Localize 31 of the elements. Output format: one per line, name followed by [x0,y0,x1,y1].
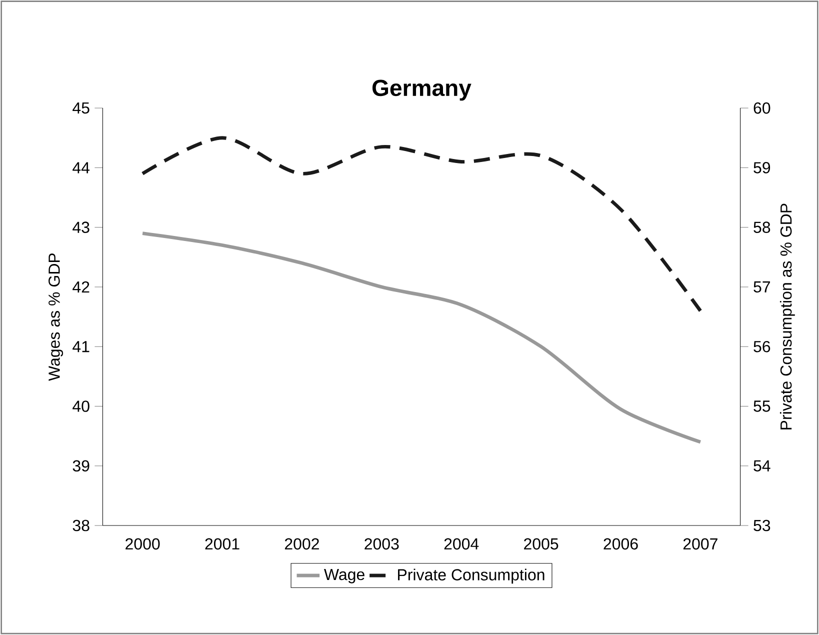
y-axis-title: Wages as % GDP [48,254,64,381]
line-series [140,232,702,444]
y2-axis-title: Private Consumption as % GDP [780,204,795,430]
y2-tick-label: 56 [754,340,770,352]
legend-label: Private Consumption [398,568,544,584]
chart-title: Germany [372,80,472,101]
y-tick-label: 38 [72,520,90,532]
x-tick-label: 2001 [205,538,240,550]
x-tick-label: 2003 [364,538,399,550]
y-tick-label: 41 [72,341,90,352]
y-tick-label: 42 [72,281,90,293]
x-tick-label: 2006 [604,538,638,550]
x-tick-label: 2000 [126,538,160,550]
x-tick-label: 2002 [284,538,319,550]
y2-tick-label: 57 [754,281,770,293]
y-tick-label: 39 [72,460,90,472]
x-tick-label: 2004 [444,538,479,550]
x-tick-label: 2005 [524,538,558,550]
y-tick-label: 45 [72,102,90,114]
y2-tick-label: 58 [754,222,770,234]
legend-label: Wage [324,569,364,584]
y2-tick-label: 54 [754,460,770,472]
y-tick-label: 43 [72,222,90,234]
line-series [140,136,702,313]
x-tick-label: 2007 [683,538,718,550]
y2-tick-label: 59 [754,162,770,174]
y-tick-label: 44 [72,162,90,174]
y-tick-label: 40 [72,400,90,412]
y2-tick-label: 55 [754,400,770,412]
y2-tick-label: 60 [754,102,770,114]
y2-tick-label: 53 [754,520,770,532]
